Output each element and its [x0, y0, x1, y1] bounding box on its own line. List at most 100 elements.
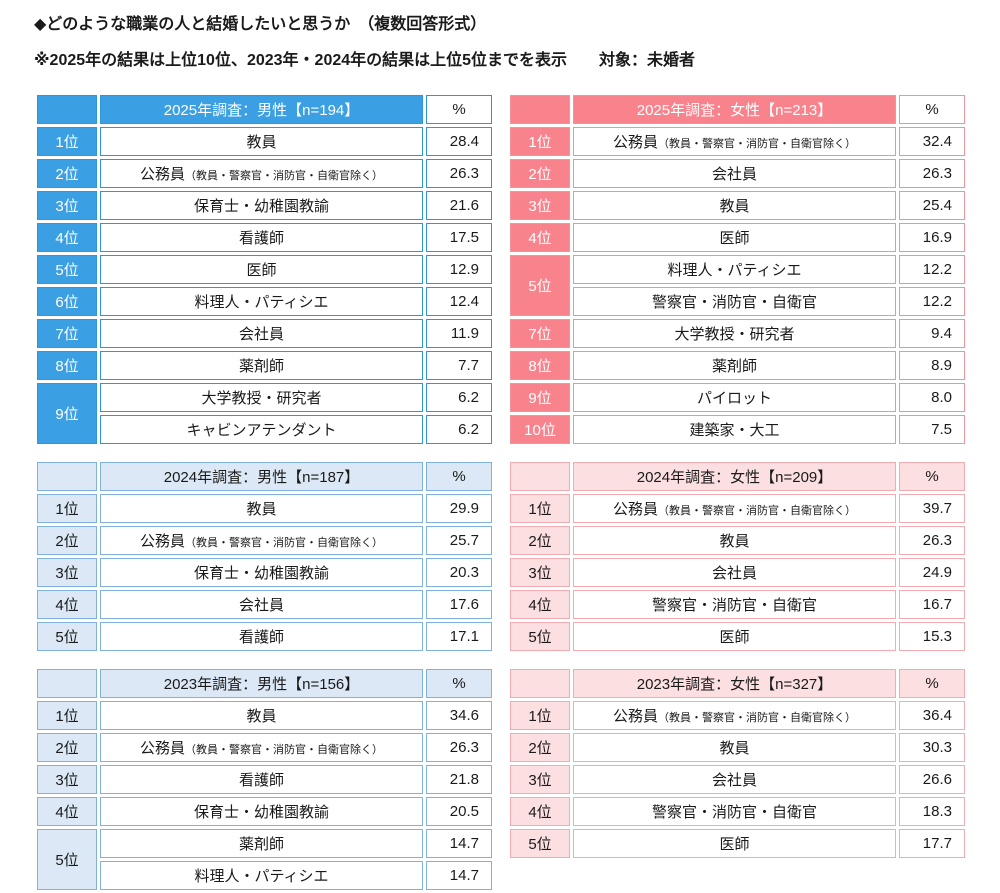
occupation-label: 教員 [246, 708, 277, 725]
occupation-label: パイロット [696, 390, 772, 407]
page-note: ※2025年の結果は上位10位、2023年・2024年の結果は上位5位までを表示… [34, 52, 696, 69]
table-header-row: 2024年調査：男性【n=187】% [37, 462, 492, 491]
occupation-label: 料理人・パティシエ [194, 868, 329, 885]
rank-cell: 7位 [510, 319, 570, 348]
occupation-cell: 公務員（教員・警察官・消防官・自衛官除く） [100, 733, 423, 762]
table-row: 3位 会社員 24.9 [510, 558, 965, 587]
occupation-label: 保育士・幼稚園教諭 [193, 565, 329, 582]
rank-cell: 4位 [510, 590, 570, 619]
percent-header: % [426, 95, 492, 124]
rank-cell: 3位 [37, 191, 97, 220]
percent-value-cell: 26.3 [899, 159, 965, 188]
occupation-label: 教員 [246, 134, 277, 151]
survey-table-2024-male: 2024年調査：男性【n=187】% 1位 教員 29.9 2位 公務員（教員・警察官・消… [34, 459, 495, 654]
percent-header: % [899, 462, 965, 491]
percent-value-cell: 17.1 [426, 622, 492, 651]
occupation-cell: 建築家・大工 [573, 415, 896, 444]
table-row: 4位 警察官・消防官・自衛官 16.7 [510, 590, 965, 619]
rank-cell: 5位 [510, 255, 570, 316]
rank-cell: 6位 [37, 287, 97, 316]
occupation-cell: 会社員 [573, 159, 896, 188]
rank-cell: 3位 [510, 191, 570, 220]
occupation-label: 警察官・消防官・自衛官 [651, 597, 817, 614]
table-row: 3位 保育士・幼稚園教諭 21.6 [37, 191, 492, 220]
percent-value-cell: 7.5 [899, 415, 965, 444]
table-row: 8位 薬剤師 8.9 [510, 351, 965, 380]
table-row: 4位 看護師 17.5 [37, 223, 492, 252]
rank-cell: 5位 [510, 829, 570, 858]
occupation-label: 医師 [719, 836, 750, 853]
occupation-cell: 警察官・消防官・自衛官 [573, 797, 896, 826]
table-row: 3位 保育士・幼稚園教諭 20.3 [37, 558, 492, 587]
occupation-label: 看護師 [238, 230, 284, 247]
occupation-cell: 教員 [100, 701, 423, 730]
occupation-cell: 大学教授・研究者 [573, 319, 896, 348]
percent-value-cell: 25.4 [899, 191, 965, 220]
table-row: 2位 教員 30.3 [510, 733, 965, 762]
rank-column-header [37, 95, 97, 124]
occupation-cell: パイロット [573, 383, 896, 412]
percent-value-cell: 34.6 [426, 701, 492, 730]
occupation-cell: 医師 [573, 622, 896, 651]
rank-column-header [510, 95, 570, 124]
rank-cell: 5位 [37, 622, 97, 651]
table-row: 1位 教員 29.9 [37, 494, 492, 523]
occupation-cell: 教員 [573, 733, 896, 762]
table-row: 6位 料理人・パティシエ 12.4 [37, 287, 492, 316]
occupation-label: 会社員 [711, 772, 757, 789]
occupation-cell: 教員 [573, 526, 896, 555]
occupation-cell: キャビンアテンダント [100, 415, 423, 444]
percent-value-cell: 26.6 [899, 765, 965, 794]
occupation-cell: 薬剤師 [573, 351, 896, 380]
occupation-cell: 会社員 [573, 558, 896, 587]
survey-table-2024-female: 2024年調査：女性【n=209】% 1位 公務員（教員・警察官・消防官・自衛官除く… [507, 459, 968, 654]
table-header-row: 2023年調査：女性【n=327】% [510, 669, 965, 698]
table-row: 5位 医師 15.3 [510, 622, 965, 651]
rank-cell: 1位 [510, 127, 570, 156]
rank-cell: 4位 [37, 590, 97, 619]
table-row: 1位 教員 34.6 [37, 701, 492, 730]
occupation-label: 薬剤師 [238, 358, 284, 375]
occupation-note: （教員・警察官・消防官・自衛官除く） [185, 170, 383, 182]
occupation-label: 大学教授・研究者 [201, 390, 322, 407]
percent-value-cell: 8.9 [899, 351, 965, 380]
rank-column-header [37, 669, 97, 698]
percent-value-cell: 20.5 [426, 797, 492, 826]
rank-cell: 3位 [510, 765, 570, 794]
percent-value-cell: 15.3 [899, 622, 965, 651]
occupation-label: 会社員 [238, 326, 284, 343]
occupation-label: 会社員 [711, 565, 757, 582]
percent-value-cell: 9.4 [899, 319, 965, 348]
rank-cell: 1位 [37, 494, 97, 523]
table-title: 2023年調査：女性【n=327】 [573, 669, 896, 698]
percent-value-cell: 17.5 [426, 223, 492, 252]
percent-value-cell: 26.3 [426, 733, 492, 762]
occupation-label: 公務員 [612, 134, 658, 151]
occupation-cell: 大学教授・研究者 [100, 383, 423, 412]
occupation-cell: 教員 [573, 191, 896, 220]
occupation-cell: 教員 [100, 494, 423, 523]
rank-cell: 3位 [37, 765, 97, 794]
percent-value-cell: 12.4 [426, 287, 492, 316]
table-row: 4位 医師 16.9 [510, 223, 965, 252]
percent-value-cell: 16.9 [899, 223, 965, 252]
occupation-label: 大学教授・研究者 [674, 326, 795, 343]
occupation-cell: 公務員（教員・警察官・消防官・自衛官除く） [573, 127, 896, 156]
occupation-label: 警察官・消防官・自衛官 [651, 804, 817, 821]
rank-cell: 4位 [510, 223, 570, 252]
percent-value-cell: 21.6 [426, 191, 492, 220]
table-row: 9位 大学教授・研究者 6.2 [37, 383, 492, 444]
rank-cell: 5位 [510, 622, 570, 651]
table-header-row: 2024年調査：女性【n=209】% [510, 462, 965, 491]
table-row: 5位 薬剤師 14.7 [37, 829, 492, 890]
occupation-cell: 警察官・消防官・自衛官 [573, 590, 896, 619]
rank-cell: 8位 [510, 351, 570, 380]
occupation-cell: 保育士・幼稚園教諭 [100, 191, 423, 220]
rank-cell: 1位 [37, 127, 97, 156]
rank-column-header [510, 462, 570, 491]
occupation-label: 会社員 [711, 166, 757, 183]
table-row: 7位 会社員 11.9 [37, 319, 492, 348]
rank-cell: 8位 [37, 351, 97, 380]
rank-cell: 4位 [510, 797, 570, 826]
rank-cell: 1位 [37, 701, 97, 730]
